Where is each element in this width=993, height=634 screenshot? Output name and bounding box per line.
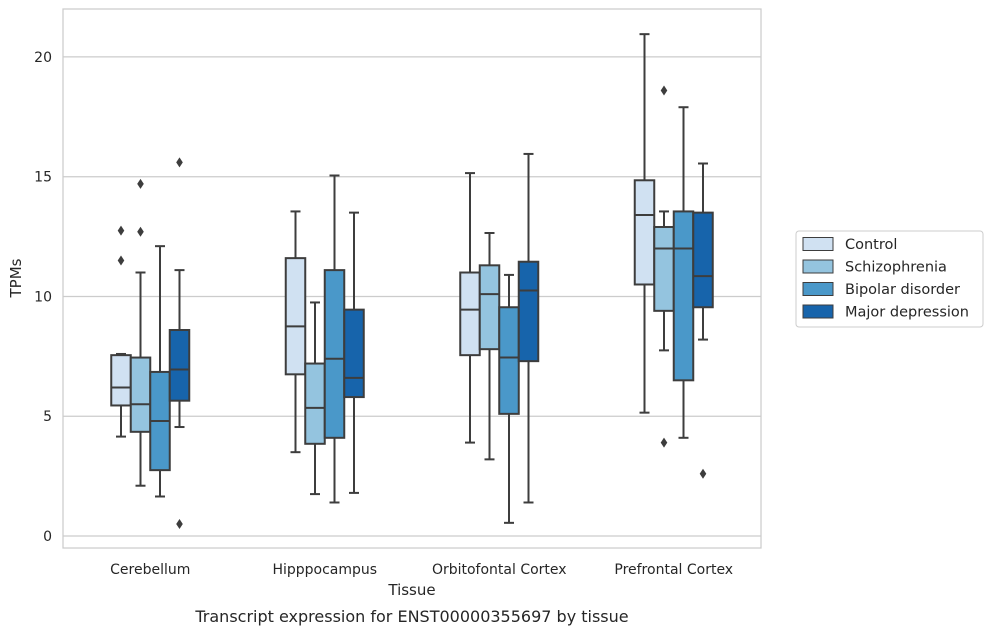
legend-label-control: Control [845,237,897,253]
legend-swatch-major-depression [802,304,834,319]
y-axis-title: TPMs [7,258,25,298]
box-bipolar-disorder-hipppocampus [323,174,346,504]
box-control-hipppocampus [284,210,307,454]
y-tick-label-20: 20 [34,50,52,66]
box-control-cerebellum [110,225,132,438]
legend-frame [795,230,984,328]
y-tick-label-0: 0 [43,529,52,545]
outlier-point [176,157,183,168]
outlier-point [699,468,707,479]
box-iqr [284,257,307,376]
box-iqr [110,354,132,407]
outlier-point [117,255,125,266]
box-iqr [692,211,714,309]
box-schizophrenia-orbitofontal-cortex [478,231,501,461]
x-tick-label-cerebellum: Cerebellum [110,562,190,578]
legend-label-major-depression: Major depression [845,305,969,321]
legend-swatch-schizophrenia [802,259,834,274]
box-iqr [323,269,346,439]
legend-label-bipolar-disorder: Bipolar disorder [845,282,960,298]
legend-swatch-bipolar-disorder [802,282,834,296]
y-tick-label-15: 15 [34,170,52,186]
legend-swatch-control [802,237,834,251]
outlier-point [660,437,668,448]
box-bipolar-disorder-cerebellum [149,245,171,498]
x-tick-labels: Cerebellum Hipppocampus Orbitofontal Corte… [110,562,733,578]
box-iqr [129,356,152,433]
legend-label-schizophrenia: Schizophrenia [845,260,947,276]
box-schizophrenia-hipppocampus [304,301,326,496]
box-iqr [633,179,656,286]
box-schizophrenia-prefrontal-cortex [653,85,675,448]
x-tick-label-orbitofontal-cortex: Orbitofontal Cortex [432,562,567,578]
box-plot-series [110,33,714,530]
legend: Control Schizophrenia Bipolar disorder Majo… [795,230,984,328]
x-tick-label-prefrontal-cortex: Prefrontal Cortex [614,562,733,578]
box-iqr [498,306,520,415]
chart-caption: Transcript expression for ENST0000035569… [194,607,628,626]
box-iqr [459,271,481,357]
box-major-depression-cerebellum [168,157,191,530]
box-iqr [343,308,365,399]
outlier-point [660,85,668,96]
box-iqr [517,260,540,363]
box-major-depression-orbitofontal-cortex [517,152,540,504]
box-bipolar-disorder-orbitofontal-cortex [498,273,520,524]
outlier-point [137,226,144,237]
box-schizophrenia-cerebellum [129,178,152,487]
x-tick-label-hipppocampus: Hipppocampus [272,562,377,578]
box-major-depression-hipppocampus [343,211,365,494]
outlier-point [176,519,183,530]
box-bipolar-disorder-prefrontal-cortex [672,106,695,439]
x-axis-title: Tissue [387,581,435,599]
box-control-prefrontal-cortex [633,33,656,414]
plot-area-frame [62,8,762,549]
box-control-orbitofontal-cortex [459,172,481,444]
box-iqr [478,264,501,351]
box-iqr [653,225,675,312]
box-iqr [304,362,326,445]
y-tick-labels: 0 5 10 15 20 [34,50,52,545]
outlier-point [117,225,125,236]
outlier-point [137,178,144,189]
box-iqr [672,210,695,382]
y-tick-label-10: 10 [34,289,52,305]
box-iqr [168,329,191,402]
box-major-depression-prefrontal-cortex [692,162,714,479]
y-tick-label-5: 5 [43,409,52,425]
